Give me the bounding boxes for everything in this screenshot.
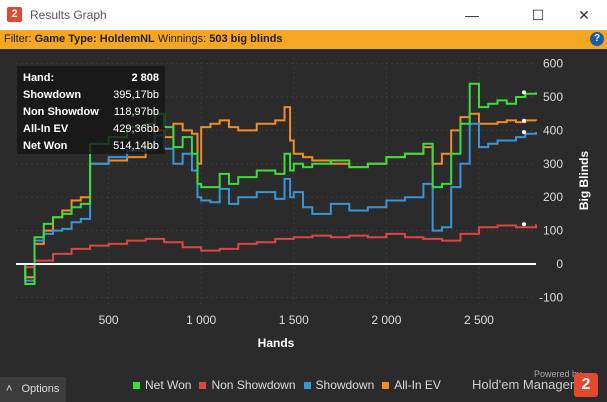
bottom-bar: ˄ Options Net Won Non Showdown Showdown … [0,369,607,402]
hover-tooltip: Hand: 2 808 Showdown 395,17bb Non Showdo… [17,66,165,154]
legend-swatch-non-showdown [199,381,207,389]
filter-bar: Filter: Game Type: HoldemNL Winnings: 50… [0,30,607,49]
powered-by-text: Powered by [534,369,582,379]
x-tick-label-0: 500 [99,313,119,327]
legend-item-showdown[interactable]: Showdown [303,377,375,393]
title-bar: 2 Results Graph — ☐ ✕ [0,0,607,30]
series-end-marker-2 [522,222,526,227]
y-tick-label-2: 100 [543,224,563,238]
y-tick-label-5: 400 [543,123,563,137]
legend-swatch-showdown [303,381,311,389]
app-logo-icon: 2 [7,7,22,22]
y-tick-label-3: 200 [543,190,563,204]
tooltip-hand-label: Hand: [23,72,55,84]
maximize-button[interactable]: ☐ [531,7,545,23]
y-tick-label-4: 300 [543,157,563,171]
filter-game-type: Game Type: HoldemNL [34,33,155,45]
legend-label-all-in-ev: All-In EV [394,378,441,392]
filter-winnings-value: 503 big blinds [209,33,283,45]
tooltip-nonshowdown-label: Non Showdow [23,106,99,118]
tooltip-nonshowdown-value: 118,97bb [113,106,159,118]
results-chart[interactable]: -100 0 100 200 300 400 500 600 500 1 000 1 500 2 00… [0,49,607,369]
legend-item-non-showdown[interactable]: Non Showdown [199,377,296,393]
legend-item-all-in-ev[interactable]: All-In EV [382,377,441,393]
series-end-marker-3 [522,90,526,95]
legend-item-net-won[interactable]: Net Won [133,377,191,393]
tooltip-allinev-value: 429,36bb [113,123,159,135]
tooltip-netwon-value: 514,14bb [113,140,159,152]
chart-svg[interactable]: -100 0 100 200 300 400 500 600 500 1 000 1 500 2 00… [0,49,607,369]
tooltip-allinev-label: All-In EV [23,123,69,135]
legend-label-non-showdown: Non Showdown [211,378,296,392]
y-tick-label-6: 500 [543,90,563,104]
brand-logo-icon: 2 [574,373,598,397]
tooltip-hand-value: 2 808 [131,72,159,84]
filter-prefix: Filter: [4,33,35,45]
brand-name: Hold'em Manager [472,377,575,392]
x-tick-label-3: 2 000 [371,313,401,327]
x-tick-label-2: 1 500 [279,313,309,327]
filter-winnings-label: Winnings: [154,33,210,45]
options-button[interactable]: ˄ Options [0,377,66,402]
help-icon[interactable]: ? [590,32,604,46]
y-tick-label-0: -100 [539,290,563,304]
tooltip-netwon-label: Net Won [23,140,68,152]
legend-swatch-all-in-ev [382,381,390,389]
series-end-marker-1 [522,130,526,135]
x-axis-label: Hands [258,336,295,350]
chart-legend: Net Won Non Showdown Showdown All-In EV [133,377,449,393]
options-label: Options [21,383,60,395]
legend-swatch-net-won [133,381,140,389]
x-tick-label-1: 1 000 [186,313,216,327]
y-tick-label-1: 0 [556,257,563,271]
minimize-button[interactable]: — [465,7,479,23]
close-button[interactable]: ✕ [578,7,590,23]
legend-label-net-won: Net Won [145,378,192,392]
x-tick-label-4: 2 500 [464,313,494,327]
tooltip-showdown-value: 395,17bb [113,89,159,101]
y-tick-label-7: 600 [543,57,563,71]
series-line-net-won [16,82,537,285]
legend-label-showdown: Showdown [315,378,375,392]
window-title: Results Graph [30,8,107,22]
series-line-non-showdown [16,224,537,269]
tooltip-showdown-label: Showdown [23,89,82,101]
series-end-marker-0 [522,118,526,123]
y-axis-label: Big Blinds [577,151,591,211]
caret-up-icon: ˄ [6,383,13,395]
